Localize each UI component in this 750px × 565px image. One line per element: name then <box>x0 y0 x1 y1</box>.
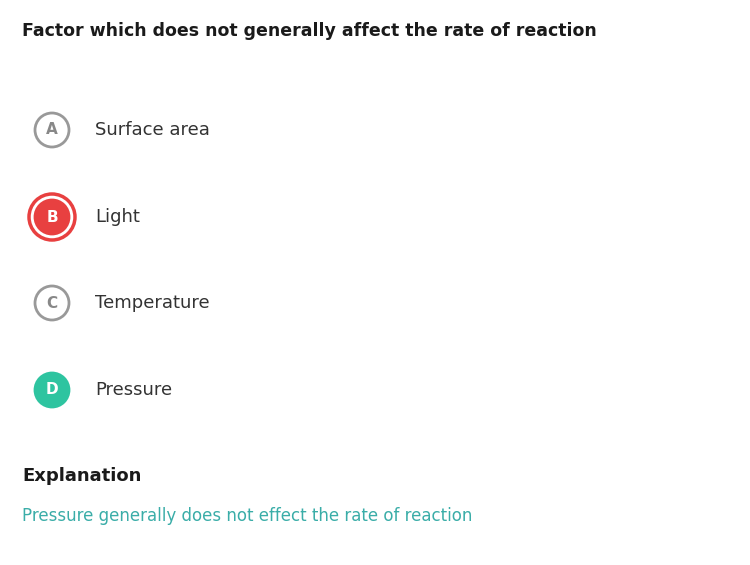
Circle shape <box>35 373 69 407</box>
Text: Light: Light <box>95 208 140 226</box>
Text: B: B <box>46 210 58 224</box>
Circle shape <box>35 113 69 147</box>
Text: Explanation: Explanation <box>22 467 141 485</box>
Text: Factor which does not generally affect the rate of reaction: Factor which does not generally affect t… <box>22 22 597 40</box>
Circle shape <box>35 200 69 234</box>
Text: C: C <box>46 295 58 311</box>
Text: Temperature: Temperature <box>95 294 209 312</box>
Circle shape <box>35 286 69 320</box>
Text: Pressure generally does not effect the rate of reaction: Pressure generally does not effect the r… <box>22 507 472 525</box>
Text: D: D <box>46 383 58 398</box>
Text: A: A <box>46 123 58 137</box>
Text: Pressure: Pressure <box>95 381 172 399</box>
Text: Surface area: Surface area <box>95 121 210 139</box>
